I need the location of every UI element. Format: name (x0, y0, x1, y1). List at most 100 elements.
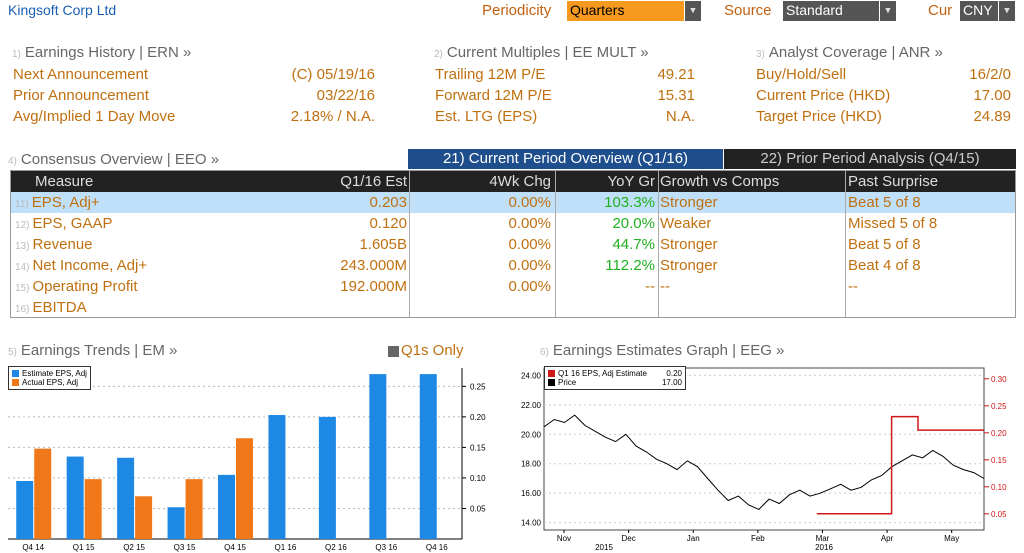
x-tick-label: Q4 15 (224, 543, 246, 552)
cell-yoy: -- (645, 278, 655, 295)
table-row[interactable]: 12) EPS, GAAP 0.120 0.00% 20.0% Weaker Missed … (11, 213, 1015, 234)
cell-4wk-chg: 0.00% (508, 236, 551, 253)
row-label: Forward 12M P/E (435, 87, 552, 104)
table-header: Measure Q1/16 Est 4Wk Chg YoY Gr Growth … (11, 171, 1015, 192)
next-announcement-row: Next Announcement (C) 05/19/16 (13, 66, 375, 87)
table-row[interactable]: 13) Revenue 1.605B 0.00% 44.7% Stronger Beat 5… (11, 234, 1015, 255)
x-tick-label: Feb (751, 534, 765, 543)
table-row[interactable]: 15) Operating Profit 192.000M 0.00% -- -- -- (11, 276, 1015, 297)
left-tick-label: 14.00 (521, 519, 542, 528)
bar-estimate (16, 480, 34, 539)
x-tick-label: May (944, 534, 959, 543)
estimate-line (816, 415, 984, 515)
analyst-coverage-header[interactable]: 3) Analyst Coverage | ANR » (756, 44, 943, 61)
legend-swatch (12, 370, 19, 378)
cell-measure: 12) EPS, GAAP (15, 213, 113, 234)
table-row[interactable]: 16) EBITDA (11, 297, 1015, 318)
column-header-measure[interactable]: Measure (35, 173, 94, 190)
right-tick-label: 0.20 (991, 429, 1007, 438)
section-number: 6) (540, 347, 549, 358)
measure-label: Operating Profit (32, 278, 138, 295)
cell-estimate: 192.000M (340, 278, 407, 295)
cell-growth: Stronger (660, 257, 718, 274)
column-header-growth[interactable]: Growth vs Comps (660, 173, 780, 190)
table-row[interactable]: 14) Net Income, Adj+ 243.000M 0.00% 112.2% St… (11, 255, 1015, 276)
legend-label: Actual EPS, Adj (22, 378, 79, 387)
estimates-graph-chart: 14.00 16.00 18.00 20.00 22.00 24.00 0.05 0.10 0.… (521, 367, 1007, 552)
column-header-surprise[interactable]: Past Surprise (848, 173, 939, 190)
price-line (543, 414, 985, 510)
column-header-yoy[interactable]: YoY Gr (607, 173, 655, 190)
periodicity-dropdown-icon[interactable]: ▼ (685, 1, 701, 21)
currency-select[interactable]: CNY (960, 1, 998, 21)
y-tick-label: 0.05 (470, 504, 486, 513)
section-number: 5) (8, 347, 17, 358)
table-row[interactable]: 11) EPS, Adj+ 0.203 0.00% 103.3% Stronger Beat… (11, 192, 1015, 213)
cell-surprise: -- (848, 278, 858, 295)
column-divider (409, 171, 410, 317)
row-label: Target Price (HKD) (756, 108, 882, 125)
row-label: Next Announcement (13, 66, 149, 83)
row-value: 49.21 (657, 66, 695, 83)
right-tick-label: 0.25 (991, 402, 1007, 411)
cell-surprise: Beat 5 of 8 (848, 236, 921, 253)
row-value: 17.00 (973, 87, 1011, 104)
bar-actual (236, 438, 253, 539)
tab-prior-period[interactable]: 22) Prior Period Analysis (Q4/15) (724, 149, 1016, 169)
left-tick-label: 24.00 (521, 371, 542, 380)
column-divider (658, 171, 659, 317)
security-title: Kingsoft Corp Ltd (8, 2, 117, 18)
legend-value: 17.00 (661, 378, 682, 387)
cell-measure: 15) Operating Profit (15, 276, 138, 297)
cell-surprise: Missed 5 of 8 (848, 215, 938, 232)
column-header-estimate[interactable]: Q1/16 Est (340, 173, 407, 190)
right-tick-label: 0.30 (991, 375, 1007, 384)
target-price-row: Target Price (HKD) 24.89 (756, 108, 1011, 129)
consensus-overview-header[interactable]: 4) Consensus Overview | EEO » (8, 151, 219, 168)
legend-value: 0.20 (666, 369, 682, 378)
x-tick-label: Q1 15 (73, 543, 95, 552)
row-number: 13) (15, 241, 30, 252)
section-number: 4) (8, 156, 17, 167)
earnings-trends-chart: 0.05 0.10 0.15 0.20 0.25 Q4 14 Q1 15 Q2 15 Q3 15… (8, 368, 486, 552)
periodicity-select[interactable]: Quarters (567, 1, 684, 21)
q1s-only-toggle[interactable]: Q1s Only (388, 342, 464, 359)
x-tick-label: Q4 14 (22, 543, 44, 552)
current-multiples-header[interactable]: 2) Current Multiples | EE MULT » (434, 44, 649, 61)
cell-estimate (311, 297, 407, 318)
left-tick-label: 20.00 (521, 430, 542, 439)
row-value: 03/22/16 (316, 87, 375, 104)
legend-item-estimate: Q1 16 EPS, Adj Estimate 0.20 (548, 369, 682, 378)
cell-surprise: Beat 5 of 8 (848, 194, 921, 211)
section-number: 3) (756, 49, 765, 60)
currency-dropdown-icon[interactable]: ▼ (999, 1, 1015, 21)
bar-estimate (167, 507, 185, 539)
currency-label: Cur (928, 2, 953, 19)
legend-swatch (548, 370, 555, 378)
section-number: 1) (12, 49, 21, 60)
cell-4wk-chg: 0.00% (508, 215, 551, 232)
consensus-overview-title: Consensus Overview | EEO » (20, 151, 220, 168)
bar-estimate (66, 456, 84, 539)
tab-current-period[interactable]: 21) Current Period Overview (Q1/16) (408, 149, 723, 169)
checkbox-icon[interactable] (388, 345, 399, 357)
section-number: 2) (434, 49, 443, 60)
y-tick-label: 0.15 (470, 443, 486, 452)
row-label: Trailing 12M P/E (435, 66, 546, 83)
estimates-graph-title: Earnings Estimates Graph | EEG » (552, 342, 785, 359)
column-divider (845, 171, 846, 317)
source-select[interactable]: Standard (783, 1, 879, 21)
bar-estimate (369, 374, 387, 539)
legend-label: Estimate EPS, Adj (22, 369, 87, 378)
column-header-4wk-chg[interactable]: 4Wk Chg (489, 173, 551, 190)
row-value: (C) 05/19/16 (291, 66, 375, 83)
earnings-trends-header[interactable]: 5) Earnings Trends | EM » (8, 342, 177, 359)
legend-swatch (548, 379, 555, 387)
cell-yoy: 20.0% (612, 215, 655, 232)
earnings-history-header[interactable]: 1) Earnings History | ERN » (12, 44, 191, 61)
source-dropdown-icon[interactable]: ▼ (880, 1, 896, 21)
legend-swatch (12, 379, 19, 387)
estimates-graph-header[interactable]: 6) Earnings Estimates Graph | EEG » (540, 342, 784, 359)
bar-estimate (419, 374, 437, 539)
measure-label: Revenue (32, 236, 93, 253)
